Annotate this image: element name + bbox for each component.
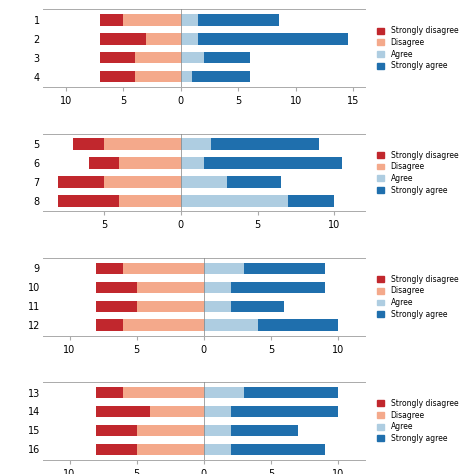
Bar [231,425,298,436]
Bar [198,14,279,26]
Bar [181,71,192,82]
Bar [96,282,137,293]
Bar [181,176,227,188]
Bar [181,33,198,45]
Bar [123,263,204,274]
Bar [96,425,137,436]
Bar [137,425,204,436]
Bar [96,387,123,398]
Bar [58,176,104,188]
Bar [204,387,244,398]
Bar [104,176,181,188]
Bar [96,406,150,417]
Bar [204,319,257,331]
Bar [181,195,288,207]
Legend: Strongly disagree, Disagree, Agree, Strongly agree: Strongly disagree, Disagree, Agree, Stro… [375,397,460,445]
Bar [204,157,342,169]
Legend: Strongly disagree, Disagree, Agree, Strongly agree: Strongly disagree, Disagree, Agree, Stro… [375,25,460,72]
Bar [204,406,231,417]
Bar [231,301,284,312]
Bar [192,71,250,82]
Bar [100,33,146,45]
Bar [137,301,204,312]
Bar [231,444,325,455]
Bar [100,14,123,26]
Bar [89,157,119,169]
Legend: Strongly disagree, Disagree, Agree, Strongly agree: Strongly disagree, Disagree, Agree, Stro… [375,273,460,320]
Bar [123,319,204,331]
Bar [96,319,123,331]
Bar [244,263,325,274]
Bar [73,138,104,150]
Bar [181,138,211,150]
Bar [137,444,204,455]
Bar [100,52,135,64]
Bar [204,282,231,293]
Bar [198,33,348,45]
Bar [58,195,119,207]
Bar [204,425,231,436]
Bar [231,406,338,417]
Bar [135,52,181,64]
Bar [104,138,181,150]
Bar [135,71,181,82]
Bar [231,282,325,293]
Bar [181,14,198,26]
Bar [123,387,204,398]
Bar [244,387,338,398]
Bar [181,157,204,169]
Bar [146,33,181,45]
Bar [204,52,250,64]
Legend: Strongly disagree, Disagree, Agree, Strongly agree: Strongly disagree, Disagree, Agree, Stro… [375,149,460,196]
Bar [150,406,204,417]
Bar [288,195,334,207]
Bar [211,138,319,150]
Bar [257,319,338,331]
Bar [100,71,135,82]
Bar [96,263,123,274]
Bar [204,444,231,455]
Bar [119,157,181,169]
Bar [123,14,181,26]
Bar [204,301,231,312]
Bar [181,52,204,64]
Bar [227,176,281,188]
Bar [119,195,181,207]
Bar [96,444,137,455]
Bar [96,301,137,312]
Bar [204,263,244,274]
Bar [137,282,204,293]
